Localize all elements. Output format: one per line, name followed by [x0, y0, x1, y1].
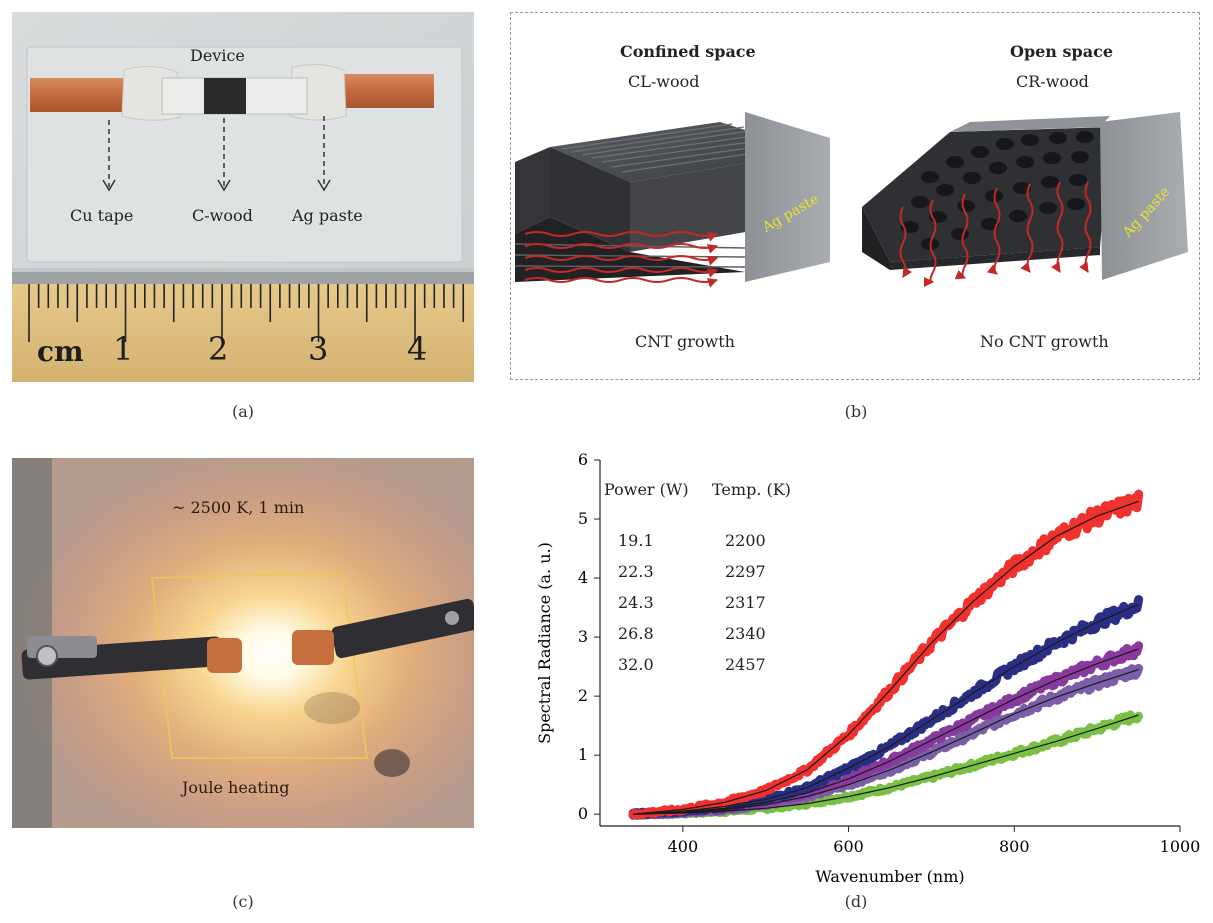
ag-paste-left: [745, 112, 830, 282]
ruler-unit: cm: [37, 335, 84, 368]
x-axis-label: Wavenumber (nm): [815, 867, 964, 886]
y-tick-label: 6: [578, 450, 588, 469]
series-fit-line-2: [633, 669, 1139, 815]
device-photo-illustration: [12, 12, 474, 382]
x-tick-label: 1000: [1160, 837, 1201, 856]
y-tick-label: 0: [578, 804, 588, 823]
panel-c-photo: ~ 2500 K, 1 min Joule heating: [12, 458, 478, 828]
legend-temp-row-5: 2457: [725, 655, 766, 674]
ruler-number-2: 2: [208, 330, 229, 368]
cl-wood-label: CL-wood: [628, 72, 700, 91]
ag-paste-label: Ag paste: [292, 206, 363, 225]
caption-c: (c): [232, 892, 254, 911]
y-tick-label: 3: [578, 627, 588, 646]
right-clip: [292, 598, 478, 665]
open-space-title: Open space: [1010, 42, 1113, 61]
series-fit-line-5: [633, 500, 1139, 815]
legend-power-row-3: 24.3: [618, 593, 654, 612]
cnt-growth-label: CNT growth: [635, 332, 735, 351]
legend-temp-row-3: 2317: [725, 593, 766, 612]
device-label: Device: [190, 46, 245, 65]
ruler-number-4: 4: [407, 330, 428, 368]
panel-b-frame: [510, 12, 1200, 380]
confined-space-title: Confined space: [620, 42, 756, 61]
legend-power-row-2: 22.3: [618, 562, 654, 581]
c-wood-label: C-wood: [192, 206, 253, 225]
panel-d-chart: 400 600 800 1000 0 1 2 3 4 5 6 Wavenumber (nm) Sp…: [520, 448, 1210, 888]
ruler-number-1: 1: [113, 330, 134, 368]
panel-a-photo: Device Cu tape C-wood Ag paste cm 1 2 3 …: [12, 12, 474, 382]
series-fit-line-1: [633, 714, 1139, 815]
legend-power-row-4: 26.8: [618, 624, 654, 643]
caption-b: (b): [844, 402, 868, 421]
temperature-time-label: ~ 2500 K, 1 min: [172, 498, 305, 517]
ruler-number-3: 3: [308, 330, 329, 368]
cnt-growth-arrows: [524, 231, 718, 288]
joule-heating-label: Joule heating: [182, 778, 290, 797]
cr-wood-block: [862, 112, 1188, 280]
caption-a: (a): [231, 402, 255, 421]
left-clip: [21, 636, 242, 680]
series-band-4: [628, 595, 1144, 820]
legend-power-row-5: 32.0: [618, 655, 654, 674]
x-tick-label: 400: [668, 837, 699, 856]
cl-wood-block: [514, 112, 830, 282]
legend-temp-row-1: 2200: [725, 531, 766, 550]
panel-b-schematic: Confined space CL-wood CNT growth Ag pas…: [510, 12, 1200, 380]
c-wood-sample: [204, 78, 246, 114]
y-tick-label: 1: [578, 745, 588, 764]
no-cnt-arrows: [899, 181, 1092, 287]
y-tick-label: 2: [578, 686, 588, 705]
x-tick-label: 600: [833, 837, 864, 856]
caption-d: (d): [844, 892, 868, 911]
legend-header-power: Power (W): [604, 480, 689, 499]
ag-paste-right: [1100, 112, 1188, 280]
ruler: [12, 284, 474, 382]
legend-power-row-1: 19.1: [618, 531, 654, 550]
series-fit-line-4: [633, 604, 1139, 815]
y-axis-label: Spectral Radiance (a. u.): [535, 542, 554, 744]
cu-tape-label: Cu tape: [70, 206, 134, 225]
y-tick-label: 4: [578, 568, 588, 587]
cu-tape-left: [30, 78, 134, 112]
no-cnt-growth-label: No CNT growth: [980, 332, 1109, 351]
y-tick-label: 5: [578, 509, 588, 528]
series-fit-line-3: [633, 648, 1139, 815]
legend-temp-row-4: 2340: [725, 624, 766, 643]
cr-wood-label: CR-wood: [1016, 72, 1089, 91]
cu-tape-right: [330, 74, 434, 108]
spectral-radiance-chart: 400 600 800 1000 0 1 2 3 4 5 6 Wavenumber (nm) Sp…: [535, 450, 1201, 886]
x-tick-label: 800: [999, 837, 1030, 856]
legend-header-temp: Temp. (K): [712, 480, 791, 499]
legend-temp-row-2: 2297: [725, 562, 766, 581]
joule-heating-illustration: [12, 458, 478, 828]
